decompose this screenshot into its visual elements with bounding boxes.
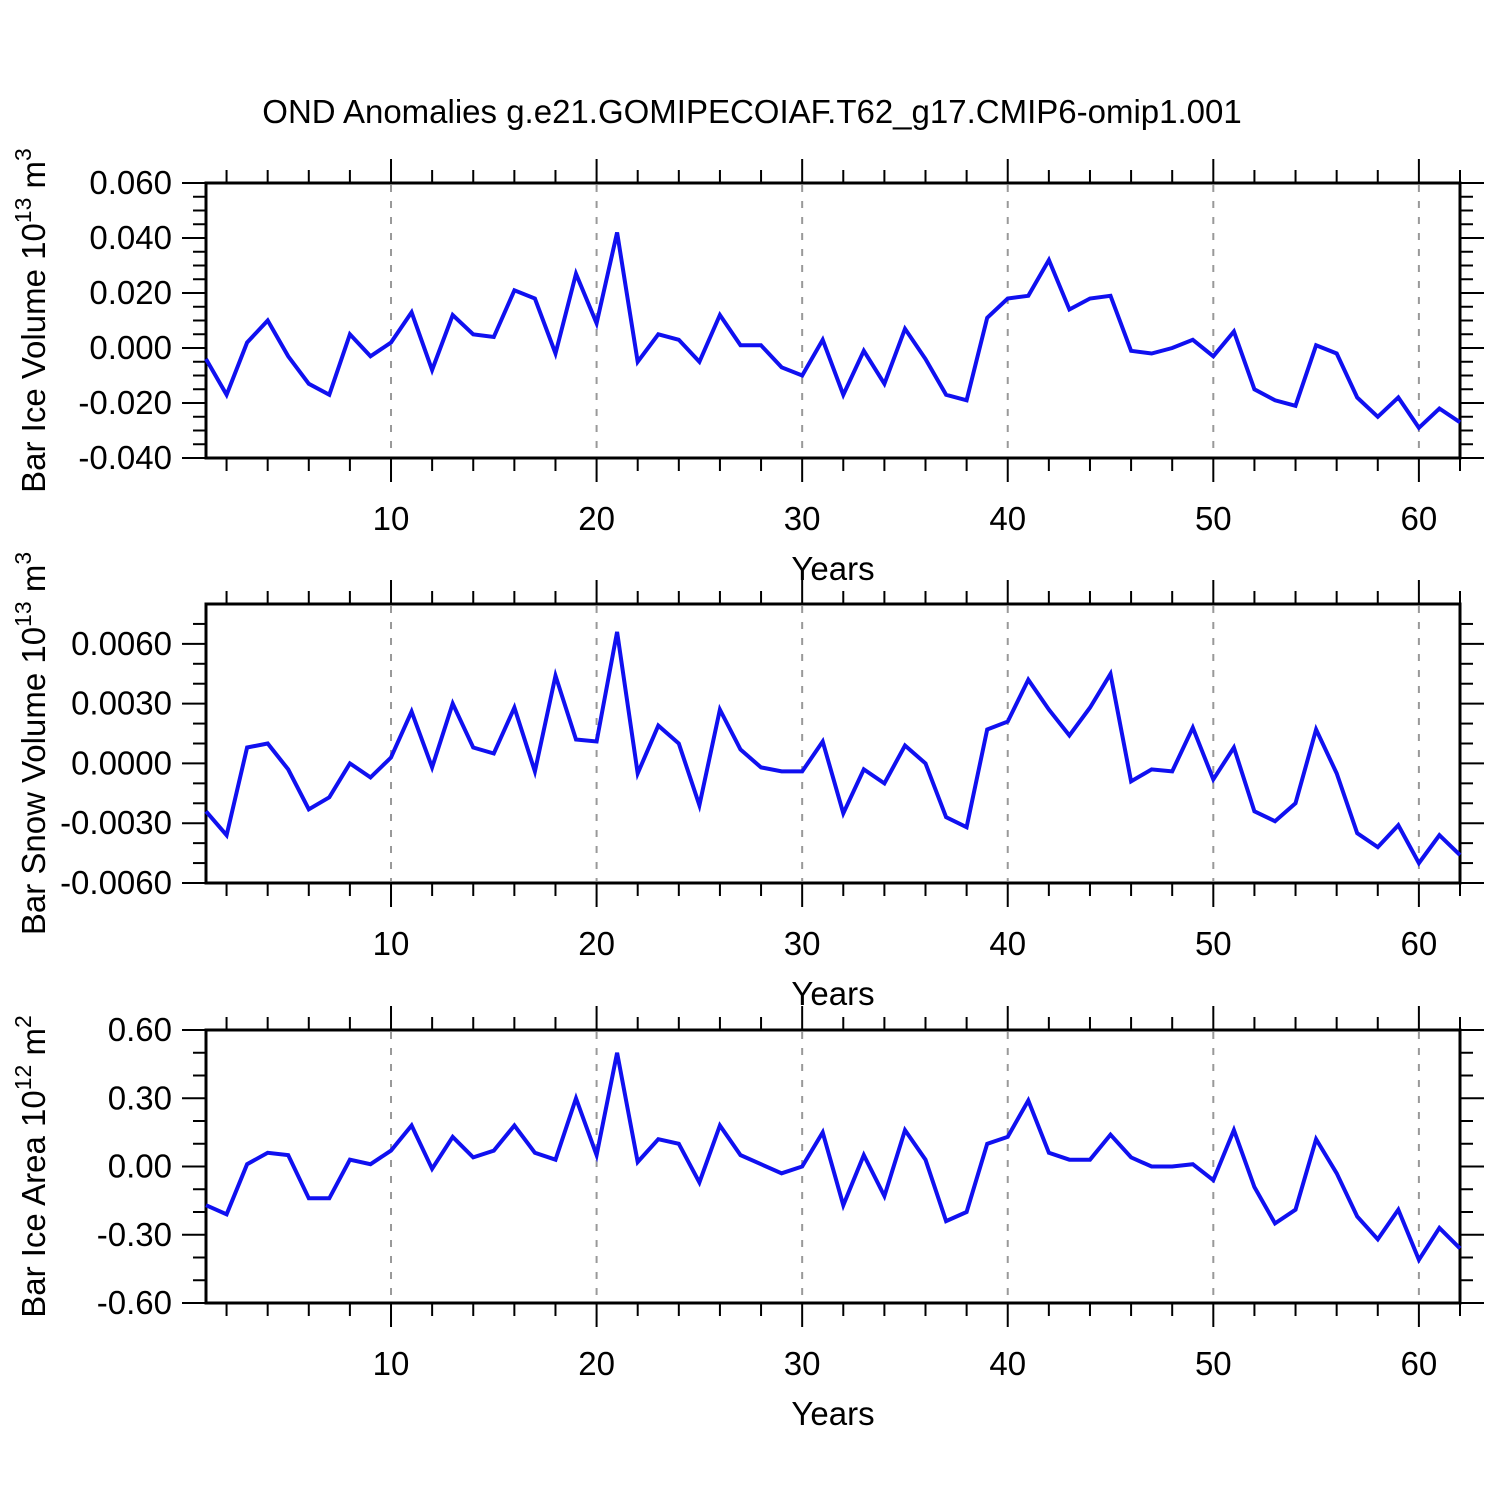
x-tick-label: 30 — [784, 925, 821, 962]
y-tick-label: 0.020 — [89, 274, 172, 311]
data-line-series — [204, 631, 1462, 867]
x-tick-label: 50 — [1195, 500, 1232, 537]
x-tick-label: 60 — [1401, 925, 1438, 962]
y-tick-label: -0.020 — [78, 384, 172, 421]
y-tick-label: -0.040 — [78, 439, 172, 476]
x-tick-label: 40 — [989, 500, 1026, 537]
y-tick-label: 0.0000 — [71, 744, 172, 781]
x-tick-label: 60 — [1401, 500, 1438, 537]
x-tick-label: 20 — [578, 925, 615, 962]
x-tick-label: 10 — [373, 500, 410, 537]
y-tick-label: -0.0060 — [60, 864, 172, 901]
x-tick-label: 50 — [1195, 925, 1232, 962]
data-line-series — [205, 1052, 1462, 1265]
panel-3: 10 20 30 40 50 60 -0.60 -0.30 0.00 0.30 0.60 Years B… — [10, 1006, 1484, 1432]
y-tick-label: 0.060 — [89, 164, 172, 201]
x-tick-label: 40 — [989, 925, 1026, 962]
x-tick-label: 60 — [1401, 1345, 1438, 1382]
y-tick-label: 0.60 — [108, 1011, 172, 1048]
x-tick-label: 30 — [784, 1345, 821, 1382]
y-tick-label: 0.00 — [108, 1148, 172, 1185]
y-tick-label: -0.60 — [97, 1284, 172, 1321]
x-axis-title: Years — [791, 975, 874, 1012]
y-tick-label: 0.000 — [89, 329, 172, 366]
panels-group: 10 20 30 40 50 60 -0.040 -0.020 0.000 0.020 0.040 0… — [10, 148, 1484, 1432]
y-tick-label: 0.0030 — [71, 685, 172, 722]
panel-frame — [204, 181, 1462, 460]
x-axis-title: Years — [791, 550, 874, 587]
x-axis-title: Years — [791, 1395, 874, 1432]
x-tick-label: 20 — [578, 500, 615, 537]
y-axis-title: Bar Snow Volume 1013 m3 — [10, 552, 52, 935]
panel-1: 10 20 30 40 50 60 -0.040 -0.020 0.000 0.020 0.040 0… — [10, 148, 1484, 587]
y-tick-label: -0.30 — [97, 1216, 172, 1253]
y-tick-label: 0.30 — [108, 1079, 172, 1116]
panel-frame — [204, 602, 1462, 885]
x-tick-label: 50 — [1195, 1345, 1232, 1382]
data-line-series — [204, 232, 1462, 431]
x-tick-label: 30 — [784, 500, 821, 537]
x-tick-label: 20 — [578, 1345, 615, 1382]
figure-title: OND Anomalies g.e21.GOMIPECOIAF.T62_g17.… — [262, 93, 1241, 130]
x-tick-label: 40 — [989, 1345, 1026, 1382]
x-tick-label: 10 — [373, 925, 410, 962]
y-tick-label: 0.0060 — [71, 625, 172, 662]
y-axis-title: Bar Ice Area 1012 m2 — [10, 1015, 52, 1318]
x-tick-label: 10 — [373, 1345, 410, 1382]
y-tick-label: -0.0030 — [60, 804, 172, 841]
y-axis-title: Bar Ice Volume 1013 m3 — [10, 148, 52, 493]
panel-2: 10 20 30 40 50 60 -0.0060 -0.0030 0.0000 0.0030 0.… — [10, 552, 1484, 1012]
y-tick-label: 0.040 — [89, 219, 172, 256]
